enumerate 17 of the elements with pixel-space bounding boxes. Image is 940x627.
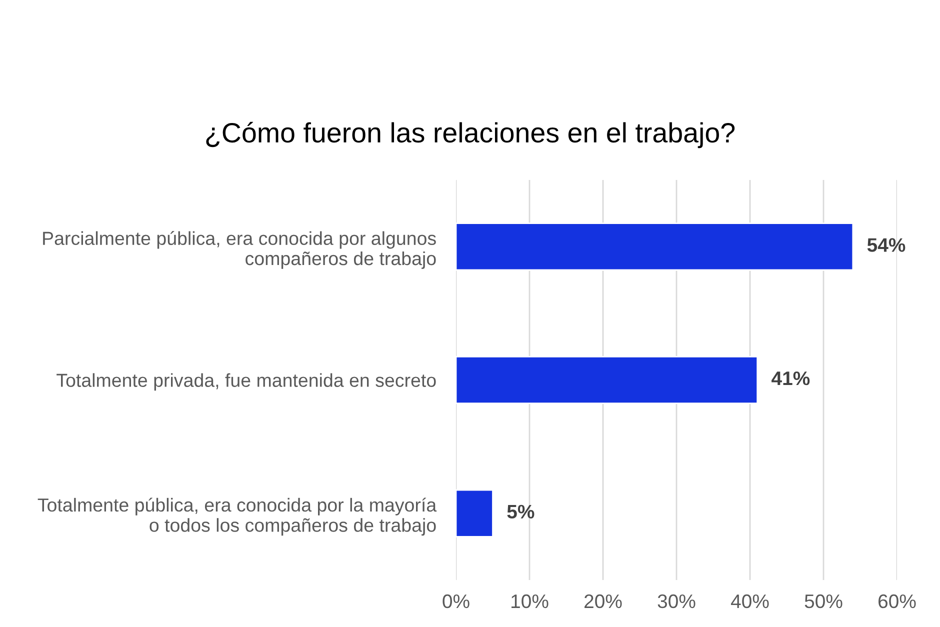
x-tick-label: 0%: [442, 594, 470, 608]
x-tick-label: 30%: [658, 594, 696, 608]
bar: [456, 356, 758, 404]
x-tick-label: 40%: [730, 594, 769, 608]
x-tick-label: 50%: [804, 594, 842, 608]
x-tick-label: 20%: [584, 594, 622, 608]
data-label: 54%: [867, 238, 906, 252]
bar: [456, 489, 494, 538]
x-tick-label: 60%: [878, 594, 916, 608]
bar: [456, 222, 854, 271]
y-tick-label: Totalmente pública, era conocida por la mayoría o todos los compañeros de trabajo: [38, 498, 437, 536]
y-tick-label: Parcialmente pública, era conocida por algunos compañeros de trabajo: [43, 231, 436, 269]
x-tick-label: 10%: [512, 594, 548, 608]
data-label: 41%: [772, 372, 810, 386]
data-label: 5%: [507, 504, 534, 519]
chart-title: ¿Cómo fueron las relaciones en el trabajo?: [206, 122, 735, 148]
y-tick-label: Totalmente privada, fue mantenida en secreto: [56, 373, 436, 391]
